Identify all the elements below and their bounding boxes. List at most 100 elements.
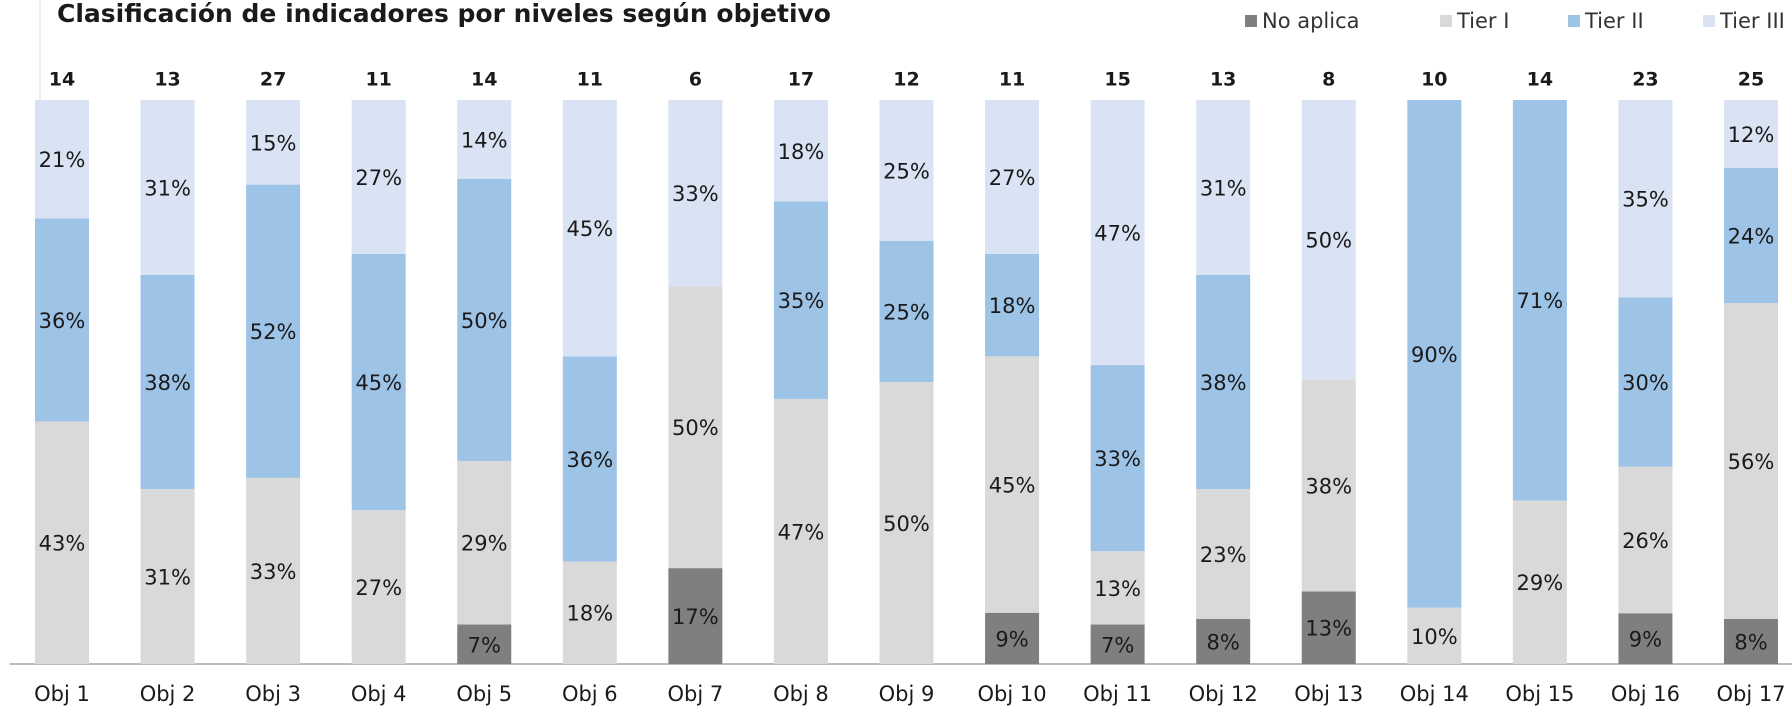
bar-segment: [246, 184, 301, 478]
bar-segment: [1618, 613, 1673, 664]
data-label: 47%: [778, 520, 825, 544]
bar-segment: [1512, 500, 1567, 664]
data-label: 9%: [995, 627, 1028, 651]
total-label: 11: [999, 69, 1025, 91]
data-label: 45%: [566, 217, 613, 241]
bar-segment: [668, 568, 723, 664]
data-label: 10%: [1411, 625, 1458, 649]
bar-segment: [140, 100, 195, 275]
x-tick-label: Obj 7: [668, 682, 724, 706]
data-label: 7%: [468, 633, 501, 657]
data-label: 36%: [566, 448, 613, 472]
legend-label: Tier II: [1584, 9, 1644, 33]
data-label: 18%: [778, 140, 825, 164]
data-label: 45%: [989, 474, 1036, 498]
total-label: 6: [689, 69, 702, 91]
data-label: 71%: [1517, 289, 1564, 313]
data-label: 21%: [39, 148, 86, 172]
bar-segment: [457, 624, 512, 664]
data-label: 38%: [1200, 371, 1247, 395]
legend-label: Tier I: [1456, 9, 1509, 33]
bar-segment: [1512, 100, 1567, 501]
bar-segment: [879, 241, 934, 382]
bar-segment: [1301, 379, 1356, 592]
bar-segment: [1090, 365, 1145, 552]
data-label: 38%: [1305, 474, 1352, 498]
bar-segment: [668, 286, 723, 569]
bar-segment: [879, 382, 934, 664]
bar-segment: [1724, 100, 1778, 168]
x-tick-label: Obj 9: [879, 682, 935, 706]
data-label: 36%: [39, 309, 86, 333]
bar-segment: [140, 489, 195, 664]
x-tick-label: Obj 15: [1505, 682, 1574, 706]
bar-segment: [457, 460, 512, 625]
x-tick-label: Obj 14: [1400, 682, 1469, 706]
bar-segment: [985, 356, 1040, 613]
bar-segment: [1724, 167, 1778, 304]
legend-swatch: [1440, 15, 1452, 27]
data-label: 31%: [1200, 176, 1247, 200]
x-tick-label: Obj 3: [245, 682, 301, 706]
total-label: 13: [1210, 69, 1236, 91]
bar-segment: [1724, 618, 1778, 664]
data-label: 50%: [1305, 229, 1352, 253]
bar-segment: [457, 100, 512, 179]
x-tick-label: Obj 13: [1294, 682, 1363, 706]
legend-swatch: [1703, 15, 1715, 27]
data-label: 13%: [1305, 617, 1352, 641]
bar-segment: [1196, 489, 1251, 619]
chart-title: Clasificación de indicadores por niveles…: [57, 0, 831, 28]
data-label: 50%: [461, 309, 508, 333]
bar-segment: [1407, 100, 1462, 608]
bar-segment: [985, 612, 1040, 664]
data-label: 26%: [1622, 529, 1669, 553]
total-label: 14: [1527, 69, 1553, 91]
x-tick-label: Obj 17: [1716, 682, 1785, 706]
bar-segment: [351, 253, 406, 511]
x-tick-label: Obj 16: [1611, 682, 1680, 706]
bar-segment: [1090, 100, 1145, 366]
bar-segment: [1407, 607, 1462, 664]
bar-segment: [246, 477, 301, 664]
total-label: 11: [577, 69, 603, 91]
bar-segment: [351, 100, 406, 254]
data-label: 23%: [1200, 543, 1247, 567]
data-label: 12%: [1728, 123, 1775, 147]
x-tick-label: Obj 12: [1189, 682, 1258, 706]
bar-segment: [1724, 303, 1778, 619]
total-label: 10: [1421, 69, 1447, 91]
data-label: 27%: [989, 166, 1036, 190]
legend-swatch: [1245, 15, 1257, 27]
data-label: 18%: [566, 602, 613, 626]
data-label: 50%: [883, 512, 930, 536]
bar-segment: [1090, 551, 1145, 625]
data-label: 33%: [672, 182, 719, 206]
data-label: 27%: [355, 576, 402, 600]
data-label: 18%: [989, 294, 1036, 318]
bar-segment: [351, 510, 406, 664]
data-label: 33%: [1094, 447, 1141, 471]
data-label: 14%: [461, 128, 508, 152]
legend-swatch: [1568, 15, 1580, 27]
data-label: 35%: [778, 289, 825, 313]
bar-segment: [1196, 274, 1251, 490]
bar-segment: [1090, 624, 1145, 664]
total-label: 8: [1322, 69, 1335, 91]
bar-segment: [562, 561, 617, 664]
data-label: 29%: [1517, 571, 1564, 595]
data-label: 7%: [1101, 633, 1134, 657]
bar-segment: [1618, 466, 1673, 614]
data-label: 31%: [144, 176, 191, 200]
data-label: 52%: [250, 320, 297, 344]
data-label: 8%: [1734, 630, 1767, 654]
data-label: 45%: [355, 371, 402, 395]
bar-segment: [140, 274, 195, 490]
data-label: 35%: [1622, 188, 1669, 212]
x-tick-label: Obj 2: [140, 682, 196, 706]
data-label: 17%: [672, 605, 719, 629]
total-label: 27: [260, 69, 286, 91]
bar-segment: [1618, 100, 1673, 298]
data-label: 90%: [1411, 343, 1458, 367]
